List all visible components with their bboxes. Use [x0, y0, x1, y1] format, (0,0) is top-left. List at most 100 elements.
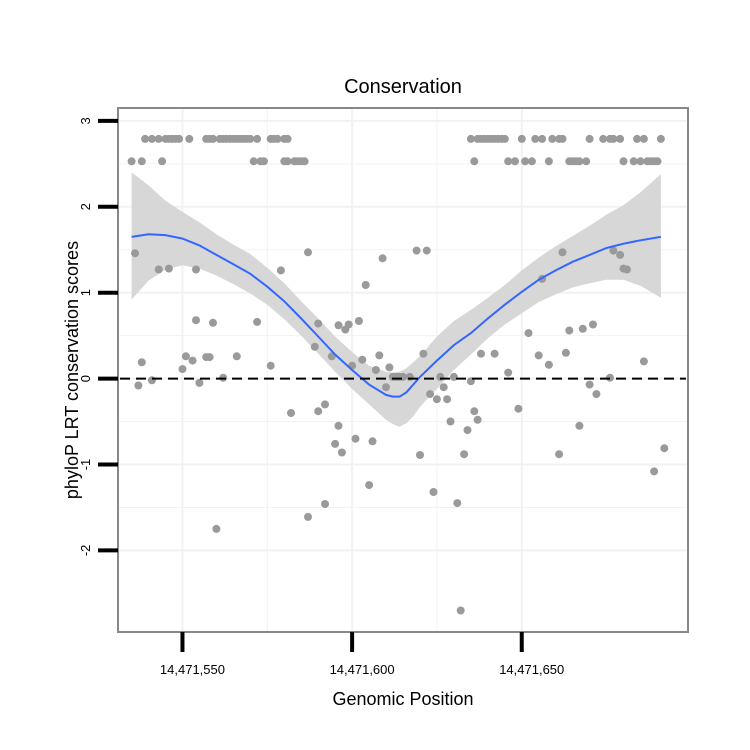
data-point — [561, 348, 570, 357]
data-point — [141, 134, 150, 143]
data-point — [616, 134, 625, 143]
y-tick-label: 1 — [78, 289, 93, 296]
data-point — [351, 434, 360, 443]
data-point — [558, 248, 567, 257]
data-point — [439, 383, 448, 392]
axis-layer: 14,471,550 14,471,600 14,471,650 3 2 1 0 -1 -2 — [78, 117, 564, 677]
data-point — [565, 326, 574, 335]
data-point — [514, 404, 523, 413]
data-point — [361, 281, 370, 289]
data-point — [436, 372, 445, 381]
data-point — [578, 324, 587, 333]
data-point — [358, 355, 367, 364]
data-point — [453, 499, 462, 508]
data-point — [385, 363, 394, 372]
data-point — [212, 524, 221, 533]
data-point — [205, 353, 214, 362]
confidence-ribbon-layer — [131, 172, 661, 427]
data-point — [154, 134, 163, 143]
data-point — [463, 426, 472, 435]
data-point — [582, 157, 591, 166]
data-point — [558, 134, 567, 143]
data-point — [283, 157, 292, 166]
data-point — [656, 134, 665, 143]
data-point — [314, 407, 323, 416]
confidence-ribbon — [131, 172, 661, 427]
data-point — [300, 157, 309, 166]
data-point — [548, 134, 557, 143]
data-point — [416, 451, 424, 459]
data-point — [470, 157, 479, 166]
data-point — [192, 265, 200, 274]
data-point — [412, 246, 421, 255]
data-point — [321, 500, 329, 508]
data-point — [589, 320, 597, 329]
data-point — [544, 360, 553, 369]
data-point — [524, 329, 533, 338]
data-point — [371, 366, 380, 374]
data-point — [195, 378, 204, 387]
panel-border — [117, 107, 689, 633]
data-point — [192, 316, 200, 325]
data-point — [473, 415, 482, 424]
data-point — [259, 157, 268, 166]
data-point — [429, 488, 438, 496]
data-point — [653, 157, 662, 166]
data-point — [575, 421, 584, 430]
data-point — [585, 134, 594, 143]
data-point — [154, 265, 163, 274]
y-axis-label: phyloP LRT conservation scores — [62, 241, 82, 499]
smooth-line — [131, 233, 662, 398]
data-point — [181, 352, 190, 361]
data-point — [253, 134, 262, 143]
data-point — [609, 134, 618, 143]
y-tick-label: 3 — [78, 117, 93, 124]
data-point — [287, 409, 295, 417]
data-point — [504, 157, 513, 166]
data-point — [599, 134, 608, 143]
data-point — [446, 417, 455, 426]
data-point — [283, 134, 292, 143]
x-tick-label: 14,471,650 — [499, 662, 564, 677]
x-tick-label: 14,471,600 — [330, 662, 395, 677]
data-point — [273, 134, 282, 143]
data-point — [575, 157, 584, 166]
data-point — [188, 356, 197, 365]
data-point — [334, 421, 343, 430]
data-point — [660, 444, 669, 453]
data-point — [460, 450, 469, 459]
data-point — [585, 380, 594, 389]
y-tick-label: 2 — [78, 203, 93, 210]
data-point — [331, 439, 340, 448]
data-point — [365, 481, 374, 490]
data-point — [456, 606, 465, 615]
data-point — [500, 134, 509, 143]
data-point — [321, 400, 329, 409]
data-point — [253, 317, 262, 326]
data-point — [137, 358, 146, 367]
data-point — [521, 157, 530, 166]
data-point — [639, 357, 648, 366]
data-point — [443, 395, 452, 404]
data-point — [470, 407, 479, 416]
data-point — [134, 381, 143, 390]
data-point — [368, 437, 377, 446]
data-point — [209, 318, 217, 327]
data-point — [334, 321, 343, 330]
data-point — [616, 250, 625, 259]
data-point — [209, 134, 217, 143]
data-point — [314, 319, 323, 328]
data-point — [466, 134, 475, 143]
data-point — [619, 157, 628, 166]
data-point — [527, 157, 536, 166]
data-points-layer — [127, 134, 669, 615]
data-point — [337, 448, 346, 457]
data-point — [147, 134, 156, 143]
data-point — [534, 351, 543, 360]
data-point — [131, 249, 139, 258]
data-point — [511, 157, 519, 166]
data-point — [354, 317, 363, 325]
data-point — [609, 246, 618, 255]
data-point — [164, 264, 173, 273]
data-point — [127, 157, 136, 166]
